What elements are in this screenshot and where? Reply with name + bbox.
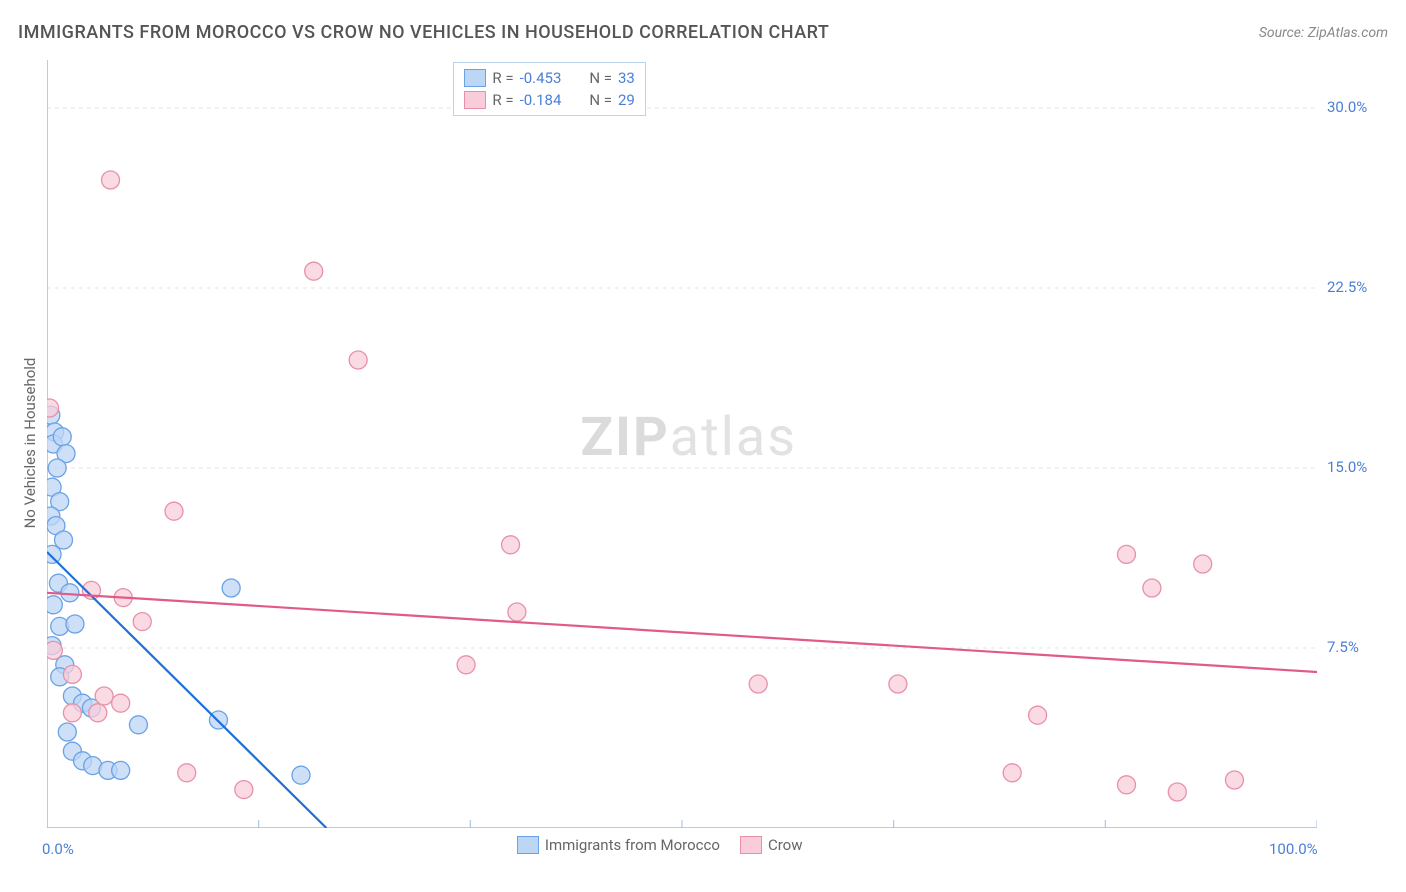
y-tick-label: 15.0% <box>1327 458 1367 476</box>
legend-series-label: Crow <box>768 836 803 854</box>
legend-swatch-icon <box>464 91 486 109</box>
legend-r-label: R = <box>492 91 513 109</box>
legend-row-crow: R = -0.184 N = 29 <box>464 89 634 111</box>
correlation-legend: R = -0.453 N = 33 R = -0.184 N = 29 <box>453 62 645 116</box>
x-tick-left: 0.0% <box>42 840 74 858</box>
y-tick-label: 22.5% <box>1327 278 1367 296</box>
y-tick-label: 30.0% <box>1327 98 1367 116</box>
legend-n-value: 33 <box>618 69 635 87</box>
chart-container: IMMIGRANTS FROM MOROCCO VS CROW NO VEHIC… <box>0 0 1406 892</box>
legend-bottom-morocco: Immigrants from Morocco <box>517 836 720 854</box>
legend-swatch-icon <box>740 836 762 854</box>
legend-swatch-icon <box>517 836 539 854</box>
legend-n-label: N = <box>586 69 612 87</box>
chart-title: IMMIGRANTS FROM MOROCCO VS CROW NO VEHIC… <box>18 22 829 43</box>
legend-bottom-crow: Crow <box>740 836 803 854</box>
legend-r-label: R = <box>492 69 513 87</box>
legend-r-value: -0.453 <box>520 69 580 87</box>
legend-series-label: Immigrants from Morocco <box>545 836 720 854</box>
legend-row-morocco: R = -0.453 N = 33 <box>464 67 634 89</box>
y-axis-label: No Vehicles in Household <box>21 343 39 543</box>
legend-swatch-icon <box>464 69 486 87</box>
y-tick-label: 7.5% <box>1327 638 1359 656</box>
source-label: Source: ZipAtlas.com <box>1259 25 1388 41</box>
header-row: IMMIGRANTS FROM MOROCCO VS CROW NO VEHIC… <box>18 22 1388 43</box>
legend-n-value: 29 <box>618 91 635 109</box>
series-legend: Immigrants from Morocco Crow <box>517 836 803 854</box>
legend-r-value: -0.184 <box>520 91 580 109</box>
scatter-plot <box>47 60 1317 828</box>
legend-n-label: N = <box>586 91 612 109</box>
x-tick-right: 100.0% <box>1269 840 1318 858</box>
